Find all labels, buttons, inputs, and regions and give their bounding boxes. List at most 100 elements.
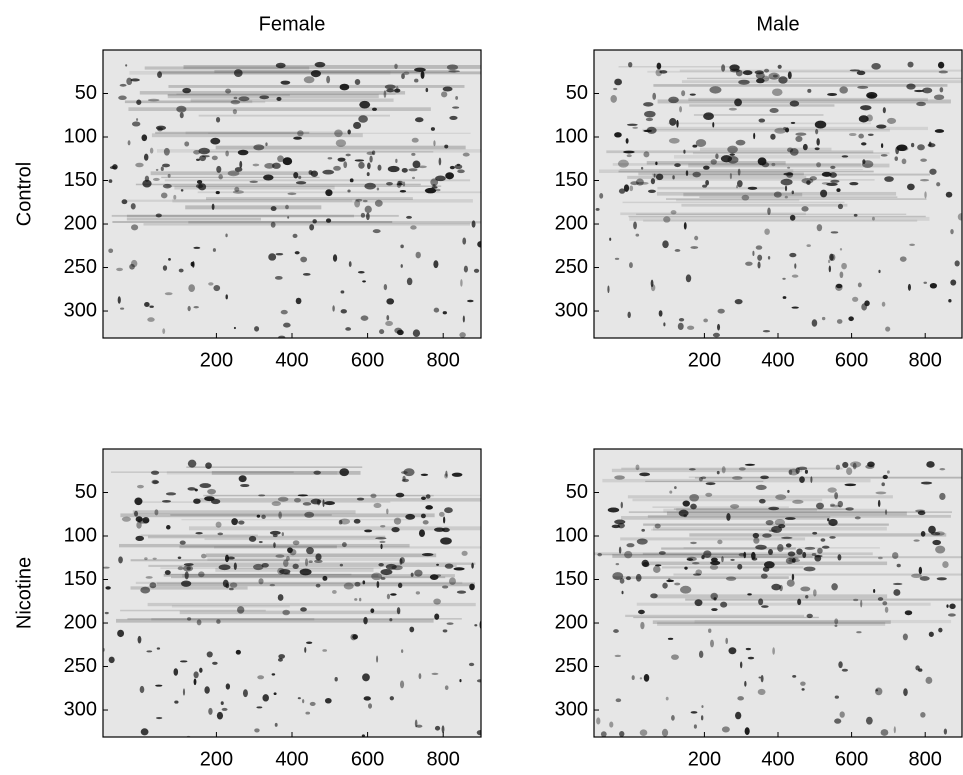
gel-spot xyxy=(772,74,778,78)
gel-spot xyxy=(462,237,467,245)
gel-spot xyxy=(258,494,266,497)
gel-spot xyxy=(795,132,807,136)
gel-spot xyxy=(725,576,737,581)
gel-spot xyxy=(751,551,756,560)
gel-spot xyxy=(873,588,876,593)
gel-spot xyxy=(885,326,891,332)
gel-spot xyxy=(671,714,675,721)
gel-spot xyxy=(309,224,315,231)
gel-spot xyxy=(160,192,168,199)
gel-spot xyxy=(876,124,887,129)
y-tick-label: 100 xyxy=(555,125,588,147)
gel-spot xyxy=(837,500,843,508)
gel-spot xyxy=(730,504,740,509)
gel-spot xyxy=(348,261,352,268)
gel-spot xyxy=(784,185,788,192)
gel-spot xyxy=(415,251,421,259)
gel-spot xyxy=(339,563,344,567)
gel-streak xyxy=(625,614,805,618)
gel-spot xyxy=(302,699,305,704)
gel-spot xyxy=(303,76,315,84)
gel-spot xyxy=(446,64,459,71)
gel-spot xyxy=(386,298,395,305)
gel-streak xyxy=(204,538,377,541)
gel-spot xyxy=(797,598,802,606)
gel-spot xyxy=(729,153,735,156)
gel-spot xyxy=(187,459,197,468)
gel-streak xyxy=(679,69,962,72)
gel-spot xyxy=(334,129,343,138)
gel-spot xyxy=(471,220,476,228)
gel-spot xyxy=(658,551,666,555)
gel-spot xyxy=(178,268,184,273)
gel-spot xyxy=(667,578,671,583)
gel-streak xyxy=(602,478,871,483)
gel-spot xyxy=(849,181,859,186)
gel-spot xyxy=(434,725,441,731)
gel-spot xyxy=(293,136,302,140)
gel-spot xyxy=(655,564,662,567)
gel-spot xyxy=(163,147,170,156)
gel-spot xyxy=(802,143,808,151)
gel-spot xyxy=(619,578,625,584)
gel-streak xyxy=(676,199,800,202)
gel-spot xyxy=(596,717,601,725)
gel-spot xyxy=(875,491,887,495)
gel-streak xyxy=(174,185,335,190)
gel-spot xyxy=(363,616,368,625)
gel-spot xyxy=(193,305,199,309)
gel-spot xyxy=(939,492,946,501)
gel-streak xyxy=(666,198,927,200)
gel-streak xyxy=(126,214,355,218)
gel-spot xyxy=(353,121,362,130)
gel-spot xyxy=(685,170,689,177)
gel-spot xyxy=(366,212,370,221)
gel-spot xyxy=(862,160,874,169)
gel-spot xyxy=(920,530,926,537)
gel-spot xyxy=(137,484,144,489)
gel-spot xyxy=(757,254,763,261)
gel-spot xyxy=(757,157,767,166)
gel-spot xyxy=(942,561,949,568)
gel-spot xyxy=(414,569,423,577)
gel-spot xyxy=(462,152,470,157)
gel-spot xyxy=(305,711,311,715)
gel-spot xyxy=(366,172,370,177)
gel-spot xyxy=(782,277,786,280)
gel-streak xyxy=(112,221,393,223)
gel-spot xyxy=(146,650,153,653)
x-tick-label: 200 xyxy=(200,349,233,371)
gel-spot xyxy=(866,92,878,99)
gel-spot xyxy=(155,716,163,720)
gel-streak xyxy=(627,495,893,499)
gel-spot xyxy=(134,497,143,506)
gel-spot xyxy=(655,161,658,166)
gel-spot xyxy=(907,61,914,68)
gel-streak xyxy=(632,498,823,502)
gel-spot xyxy=(643,102,654,107)
gel-streak xyxy=(147,602,476,607)
gel-spot xyxy=(787,147,794,153)
gel-spot xyxy=(630,181,639,186)
gel-spot xyxy=(727,156,739,164)
gel-spot xyxy=(196,158,200,161)
gel-spot xyxy=(860,105,872,111)
gel-spot xyxy=(385,320,393,327)
gel-spot xyxy=(275,252,284,256)
gel-spot xyxy=(396,183,403,186)
gel-spot xyxy=(356,497,365,501)
gel-spot xyxy=(643,673,650,682)
x-tick-label: 400 xyxy=(761,349,794,371)
gel-spot xyxy=(108,656,115,664)
gel-spot xyxy=(333,165,341,171)
gel-spot xyxy=(735,711,742,720)
gel-spot xyxy=(683,149,686,154)
gel-spot xyxy=(425,505,433,510)
gel-streak xyxy=(612,554,813,558)
gel-spot xyxy=(737,563,743,570)
gel-spot xyxy=(872,216,875,221)
gel-spot xyxy=(429,574,439,580)
gel-spot xyxy=(121,516,131,522)
gel-spot xyxy=(686,558,694,561)
gel-spot xyxy=(689,494,700,502)
